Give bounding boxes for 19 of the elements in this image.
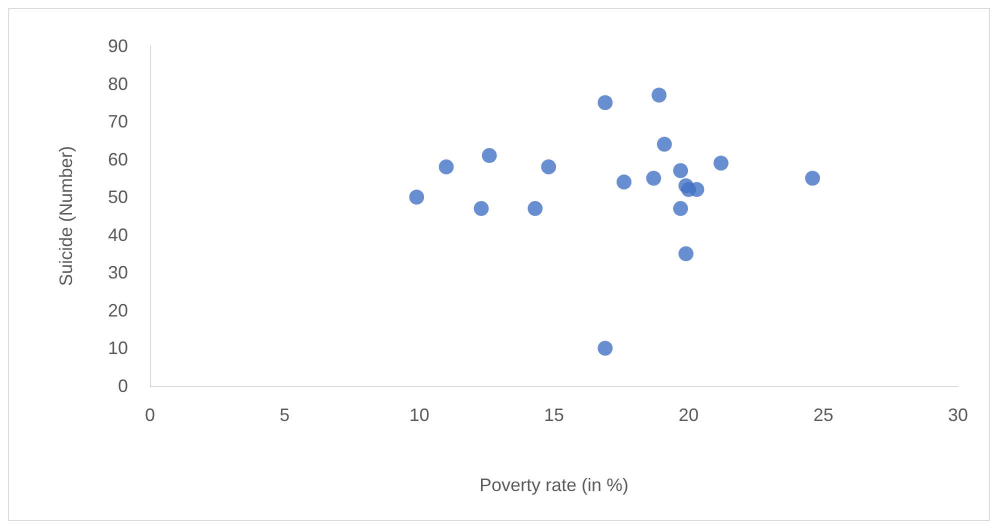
y-tick-label: 80 [108,74,128,94]
y-tick-label: 70 [108,112,128,132]
y-tick-label: 50 [108,187,128,208]
y-tick-label: 90 [108,36,128,56]
y-tick-label: 0 [118,376,128,396]
x-tick-label: 25 [813,405,834,425]
x-tick-label: 10 [409,405,430,425]
y-tick-label: 10 [108,338,128,358]
x-tick-label: 0 [144,405,156,425]
x-tick-label: 20 [678,405,699,425]
y-tick-label: 60 [108,149,128,170]
x-axis-title: Poverty rate (in %) [479,475,629,495]
y-tick-label: 20 [108,300,128,320]
y-tick-label: 30 [108,262,128,283]
x-tick-label: 30 [948,405,968,425]
y-tick-label: 40 [108,224,128,245]
x-tick-label: 5 [280,405,290,425]
y-axis-title: Suicide (Number) [56,146,76,286]
x-tick-label: 15 [544,405,564,425]
